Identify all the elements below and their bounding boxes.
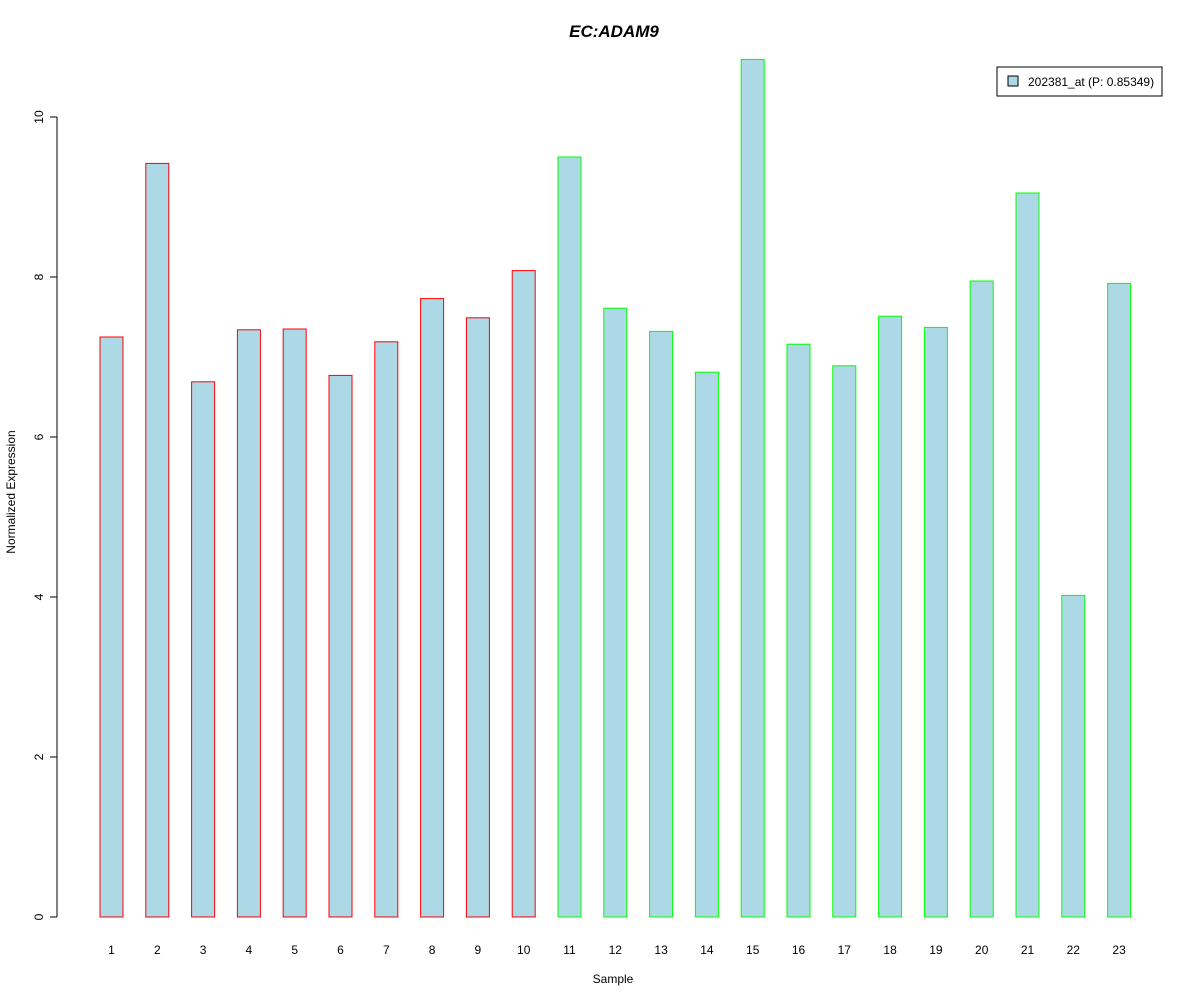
x-tick-label: 10 — [517, 943, 531, 957]
x-tick-label: 23 — [1112, 943, 1126, 957]
x-tick-label: 6 — [337, 943, 344, 957]
bar-sample-22 — [1061, 594, 1086, 918]
y-tick-label: 0 — [32, 913, 46, 920]
x-tick-label: 22 — [1067, 943, 1081, 957]
y-tick-label: 2 — [32, 753, 46, 760]
x-tick-label: 17 — [838, 943, 852, 957]
bar-sample-3 — [191, 381, 216, 918]
chart-title: EC:ADAM9 — [569, 22, 659, 41]
bar-sample-14 — [694, 371, 719, 918]
bar-sample-8 — [420, 298, 445, 918]
x-tick-label: 7 — [383, 943, 390, 957]
bar-sample-7 — [374, 341, 399, 918]
x-tick-label: 2 — [154, 943, 161, 957]
x-tick-label: 13 — [654, 943, 668, 957]
bar-sample-9 — [465, 317, 490, 918]
y-tick-label: 4 — [32, 593, 46, 600]
x-tick-label: 21 — [1021, 943, 1035, 957]
legend-label: 202381_at (P: 0.85349) — [1028, 75, 1154, 89]
x-axis-tick-labels: 1 2 3 4 5 6 7 8 9 10 11 12 13 14 15 16 17 18 19 20 21 22 23 — [108, 943, 1126, 957]
x-tick-label: 12 — [609, 943, 623, 957]
x-tick-label: 1 — [108, 943, 115, 957]
bar-sample-18 — [878, 315, 903, 918]
x-tick-label: 11 — [563, 943, 576, 957]
x-tick-label: 18 — [883, 943, 897, 957]
y-tick-label: 10 — [32, 110, 46, 124]
bar-sample-6 — [328, 374, 353, 918]
x-axis-label: Sample — [593, 972, 634, 986]
y-axis: 0 2 4 6 8 10 — [32, 110, 58, 920]
bar-sample-16 — [786, 343, 811, 918]
bar-sample-11 — [557, 156, 582, 918]
x-tick-label: 16 — [792, 943, 806, 957]
x-tick-label: 15 — [746, 943, 760, 957]
x-tick-label: 20 — [975, 943, 989, 957]
y-tick-label: 8 — [32, 273, 46, 280]
x-tick-label: 14 — [700, 943, 714, 957]
bar-sample-4 — [236, 329, 261, 918]
y-tick-label: 6 — [32, 433, 46, 440]
bar-sample-13 — [649, 330, 674, 918]
x-tick-label: 5 — [291, 943, 298, 957]
bar-sample-1 — [99, 336, 124, 918]
bar-sample-23 — [1107, 282, 1132, 918]
x-tick-label: 19 — [929, 943, 943, 957]
bar-sample-20 — [969, 280, 994, 918]
bars — [99, 58, 1132, 918]
x-tick-label: 8 — [429, 943, 436, 957]
bar-sample-15 — [740, 58, 765, 918]
bar-sample-12 — [603, 307, 628, 918]
legend: 202381_at (P: 0.85349) — [996, 66, 1163, 97]
legend-swatch — [1007, 75, 1019, 87]
bar-sample-2 — [145, 162, 170, 918]
x-tick-label: 3 — [200, 943, 207, 957]
bar-sample-17 — [832, 365, 857, 918]
bar-sample-21 — [1015, 192, 1040, 918]
legend-box — [996, 66, 1163, 97]
bar-sample-10 — [511, 270, 536, 918]
y-axis-label: Normalized Expression — [4, 430, 18, 553]
bar-sample-19 — [923, 326, 948, 918]
x-tick-label: 9 — [475, 943, 482, 957]
x-tick-label: 4 — [246, 943, 253, 957]
bar-sample-5 — [282, 328, 307, 918]
